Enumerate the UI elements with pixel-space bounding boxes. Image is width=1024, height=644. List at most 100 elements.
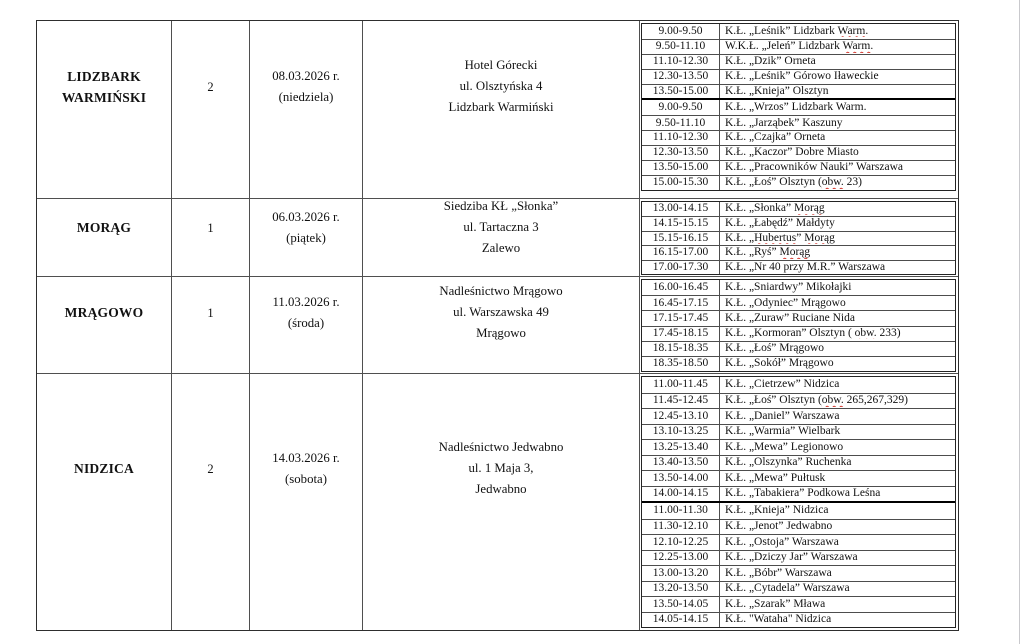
timeslot-time: 11.00-11.45: [642, 377, 720, 393]
club-name: K.Ł. „Ryś” Morąg: [720, 247, 955, 259]
club-name-text: K.Ł. „Tabakiera” Podkowa Leśna: [725, 488, 881, 499]
timeslot-table: 9.00-9.50 K.Ł. „Leśnik” Lidzbark Warm. 9.5…: [641, 23, 956, 191]
location-cell: NIDZICA: [37, 374, 171, 630]
venue-cell: Hotel Górecki ul. Olsztyńska 4 Lidzbark Wa…: [362, 21, 639, 198]
club-name: K.Ł. „Leśnik” Górowo Iławeckie: [720, 71, 955, 83]
club-name: K.Ł. „Mewa” Legionowo: [720, 442, 955, 454]
schedule-table: LIDZBARK WARMIŃSKI 2 08.03.2026 r. (niedz…: [36, 20, 959, 631]
club-name-text: K.Ł. "Wataha" Nidzica: [725, 614, 832, 625]
timeslot-time: 11.10-12.30: [642, 131, 720, 146]
timeslot-row: 17.45-18.15 K.Ł. „Kormoran” Olsztyn ( obw…: [642, 325, 955, 341]
club-name-text: K.Ł. „Cietrzew” Nidzica: [725, 379, 840, 390]
club-name: K.Ł. „Hubertus” Morąg: [720, 233, 955, 245]
date-cell: 06.03.2026 r. (piątek): [249, 199, 362, 276]
club-name: K.Ł. „Pracowników Nauki” Warszawa: [720, 162, 955, 174]
timeslot-row: 9.50-11.10 W.K.Ł. „Jeleń” Lidzbark Warm.: [642, 38, 955, 54]
timeslot-time: 13.50-14.05: [642, 597, 720, 612]
club-name: K.Ł. „Jarząbek” Kaszuny: [720, 118, 955, 130]
misspelling-underline: Morąg: [793, 203, 825, 215]
club-name: K.Ł. „Olszynka” Ruchenka: [720, 457, 955, 469]
club-name-text: K.Ł. „Olszynka” Ruchenka: [725, 457, 852, 468]
club-name: K.Ł. „Łabędź” Małdyty: [720, 218, 955, 230]
venue-line: Jedwabno: [475, 482, 527, 497]
timeslot-time: 14.00-14.15: [642, 486, 720, 501]
club-name-text: K.Ł. „Szarak” Mława: [725, 598, 826, 610]
misspelling-underline: Morąg: [779, 247, 811, 259]
timeslot-time: 13.00-14.15: [642, 202, 720, 217]
timeslot-time: 17.00-17.30: [642, 260, 720, 274]
club-name: K.Ł. „Knieja” Nidzica: [720, 505, 955, 517]
club-name-text: K.Ł. „Śniardwy” Mikołajki: [725, 281, 852, 293]
venue-line: Lidzbark Warmiński: [448, 100, 554, 114]
venue-line: Mrągowo: [476, 326, 526, 341]
timeslot-row: 18.15-18.35 K.Ł. „Łoś” Mrągowo: [642, 340, 955, 356]
timeslot-row: 12.45-13.10 K.Ł. „Daniel” Warszawa: [642, 408, 955, 424]
timeslot-cell: 9.00-9.50 K.Ł. „Leśnik” Lidzbark Warm. 9.5…: [639, 21, 958, 198]
date-line: 06.03.2026 r.: [272, 209, 340, 224]
venue-cell: Siedziba KŁ „Słonka” ul. Tartaczna 3 Zalew…: [362, 199, 639, 276]
misspelling-underline: obw.: [854, 327, 877, 339]
district-block: 13.00-14.15 K.Ł. „Słonka” Morąg 14.15-15.1…: [642, 202, 955, 274]
timeslot-time: 11.45-12.45: [642, 393, 720, 408]
district-count-cell: 1: [171, 277, 249, 373]
club-name: K.Ł. „Cietrzew” Nidzica: [720, 379, 955, 391]
club-name-text: K.Ł. „Słonka”: [725, 203, 794, 215]
timeslot-row: 11.00-11.45 K.Ł. „Cietrzew” Nidzica: [642, 377, 955, 393]
location-name: NIDZICA: [74, 461, 134, 477]
timeslot-time: 14.05-14.15: [642, 612, 720, 627]
timeslot-table: 13.00-14.15 K.Ł. „Słonka” Morąg 14.15-15.1…: [641, 201, 956, 275]
timeslot-row: 13.25-13.40 K.Ł. „Mewa” Legionowo: [642, 439, 955, 455]
date-lines: 06.03.2026 r. (piątek): [250, 189, 362, 266]
timeslot-time: 12.25-13.00: [642, 550, 720, 565]
timeslot-cell: 11.00-11.45 K.Ł. „Cietrzew” Nidzica 11.45-…: [639, 374, 958, 630]
club-name: K.Ł. „Dziczy Jar” Warszawa: [720, 552, 955, 564]
club-name: K.Ł. „Nr 40 przy M.R.” Warszawa: [720, 262, 955, 274]
timeslot-time: 16.00-16.45: [642, 280, 720, 296]
location-cell: MRĄGOWO: [37, 277, 171, 373]
timeslot-time: 13.50-14.00: [642, 471, 720, 486]
club-name: K.Ł. „Łoś” Olsztyn (obw. 23): [720, 177, 955, 189]
district-count: 1: [207, 305, 214, 320]
club-name-text: K.Ł. „Knieja” Olsztyn: [725, 85, 829, 97]
timeslot-row: 11.30-12.10 K.Ł. „Jenot” Jedwabno: [642, 518, 955, 534]
venue-line: Zalewo: [481, 241, 521, 255]
club-name: K.Ł. „Ostoja” Warszawa: [720, 537, 955, 549]
timeslot-time: 9.00-9.50: [642, 100, 720, 116]
district-block: 11.00-11.45 K.Ł. „Cietrzew” Nidzica 11.45-…: [642, 377, 955, 501]
timeslot-time: 11.30-12.10: [642, 519, 720, 534]
location-name: LIDZBARK WARMIŃSKI: [61, 68, 147, 105]
club-name: W.K.Ł. „Jeleń” Lidzbark Warm.: [720, 41, 955, 53]
club-name-text: K.Ł. „Warmia” Wielbark: [725, 426, 841, 437]
page-edge-line: [1019, 0, 1020, 644]
club-name: K.Ł. „Szarak” Mława: [720, 599, 955, 611]
timeslot-row: 13.50-15.00 K.Ł. „Knieja” Olsztyn: [642, 83, 955, 99]
club-name-text: K.Ł. „Łabędź” Małdyty: [725, 218, 835, 230]
date-cell: 14.03.2026 r. (sobota): [249, 374, 362, 630]
misspelling-underline: Warm.: [837, 25, 869, 37]
venue-lines: Nadleśnictwo Jedwabno ul. 1 Maja 3, Jedwab…: [363, 341, 639, 597]
timeslot-row: 13.00-13.20 K.Ł. „Bóbr” Warszawa: [642, 565, 955, 581]
timeslot-cell: 16.00-16.45 K.Ł. „Śniardwy” Mikołajki 16.4…: [639, 277, 958, 373]
club-name: K.Ł. „Warmia” Wielbark: [720, 426, 955, 438]
club-name: K.Ł. „Leśnik” Lidzbark Warm.: [720, 26, 955, 38]
club-name: K.Ł. „Bóbr” Warszawa: [720, 568, 955, 580]
date-line: (piątek): [286, 230, 326, 245]
district-block: 9.00-9.50 K.Ł. „Wrzos” Lidzbark Warm. 9.50…: [642, 98, 955, 190]
misspelling-underline: obw.: [821, 395, 844, 406]
timeslot-time: 18.15-18.35: [642, 341, 720, 356]
district-count-cell: 2: [171, 374, 249, 630]
club-name: K.Ł. „Wrzos” Lidzbark Warm.: [720, 102, 955, 114]
district-block: 16.00-16.45 K.Ł. „Śniardwy” Mikołajki 16.4…: [642, 280, 955, 372]
district-count: 2: [207, 79, 214, 94]
timeslot-time: 15.00-15.30: [642, 175, 720, 190]
timeslot-row: 17.15-17.45 K.Ł. „Żuraw” Ruciane Nida: [642, 310, 955, 326]
timeslot-time: 13.50-15.00: [642, 161, 720, 175]
misspelling-underline: Morąg: [804, 232, 835, 244]
club-name: K.Ł. „Czajka” Orneta: [720, 132, 955, 144]
club-name-text: K.Ł. „Kormoran” Olsztyn (: [725, 327, 855, 339]
location-cell: MORĄG: [37, 199, 171, 276]
timeslot-time: 13.25-13.40: [642, 440, 720, 455]
club-name-text: 233): [876, 327, 901, 339]
venue-cell: Nadleśnictwo Jedwabno ul. 1 Maja 3, Jedwab…: [362, 374, 639, 630]
